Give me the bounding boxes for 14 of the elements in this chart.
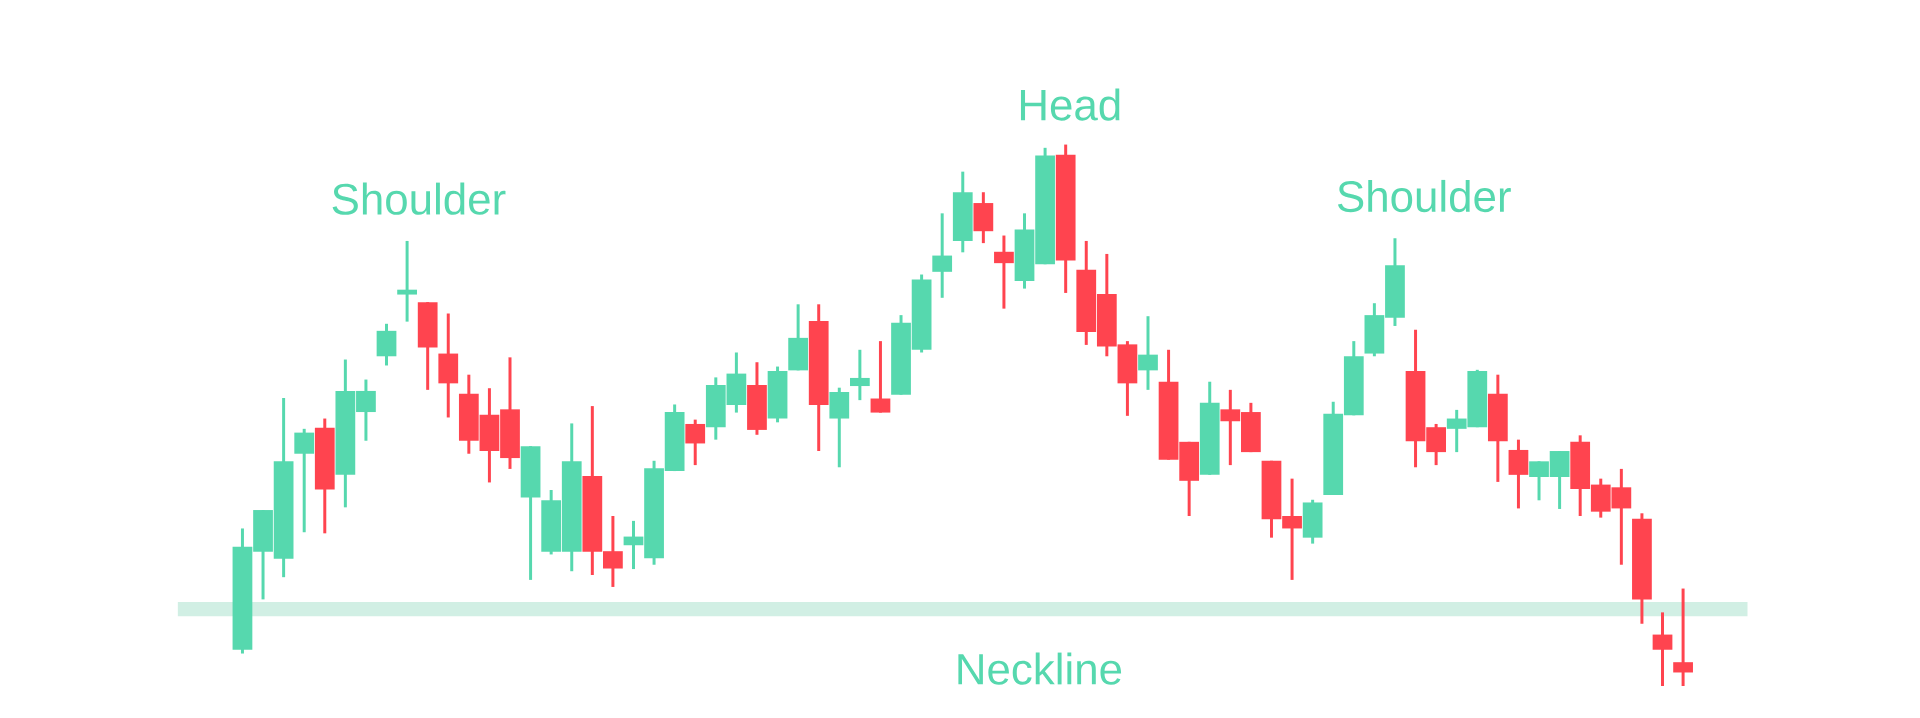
candlestick xyxy=(932,211,953,300)
candlestick xyxy=(1652,610,1673,688)
candlestick xyxy=(849,348,870,402)
candlestick xyxy=(1138,314,1158,392)
ref-line-label: Neckline xyxy=(958,652,1122,685)
candlestick xyxy=(294,427,315,534)
candlestick xyxy=(870,339,891,415)
annotation: Shoulder xyxy=(332,182,506,215)
candlestick xyxy=(994,234,1014,311)
candlestick xyxy=(685,418,706,467)
annotation: Shoulder xyxy=(1337,179,1511,213)
candlestick xyxy=(1673,587,1693,688)
candlestick xyxy=(397,239,417,324)
text: Head xyxy=(1020,88,1120,121)
